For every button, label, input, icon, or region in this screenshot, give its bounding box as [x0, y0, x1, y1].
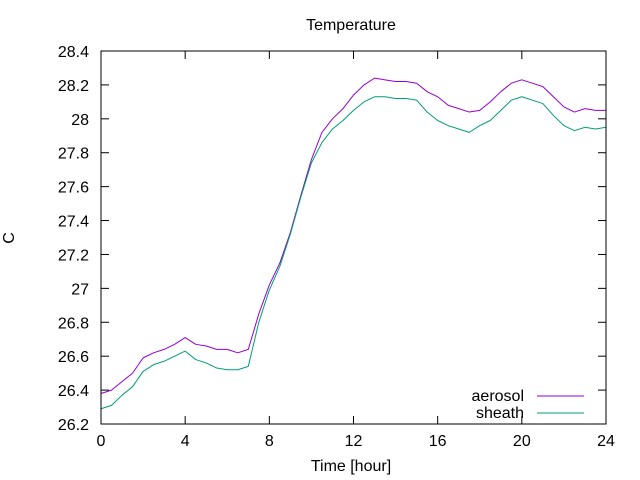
y-tick-label: 28 [71, 112, 89, 129]
x-axis-label: Time [hour] [311, 458, 391, 475]
series-line-aerosol [100, 77, 607, 394]
legend-label-aerosol: aerosol [472, 388, 524, 405]
y-tick-label: 28.2 [58, 78, 89, 95]
x-tick-label: 0 [97, 433, 106, 450]
y-axis-label: C [1, 232, 18, 244]
y-tick-label: 27.6 [58, 180, 89, 197]
x-tick-label: 8 [265, 433, 274, 450]
y-tick-label: 27.8 [58, 146, 89, 163]
plot-frame [100, 50, 607, 425]
y-tick-label: 27.4 [58, 214, 89, 231]
y-tick-label: 28.4 [58, 44, 89, 61]
x-tick-label: 16 [429, 433, 447, 450]
series-layer [100, 77, 607, 410]
y-tick-label: 27.2 [58, 247, 89, 264]
y-tick-label: 27 [71, 281, 89, 298]
x-tick-label: 24 [597, 433, 615, 450]
x-tick-label: 20 [513, 433, 531, 450]
x-tick-label: 12 [345, 433, 363, 450]
chart-title: Temperature [306, 17, 396, 34]
y-tick-label: 26.2 [58, 417, 89, 434]
y-tick-label: 26.4 [58, 383, 89, 400]
y-tick-label: 26.6 [58, 349, 89, 366]
series-line-sheath [100, 96, 607, 410]
legend-label-sheath: sheath [476, 405, 524, 422]
y-tick-label: 26.8 [58, 315, 89, 332]
x-tick-label: 4 [181, 433, 190, 450]
